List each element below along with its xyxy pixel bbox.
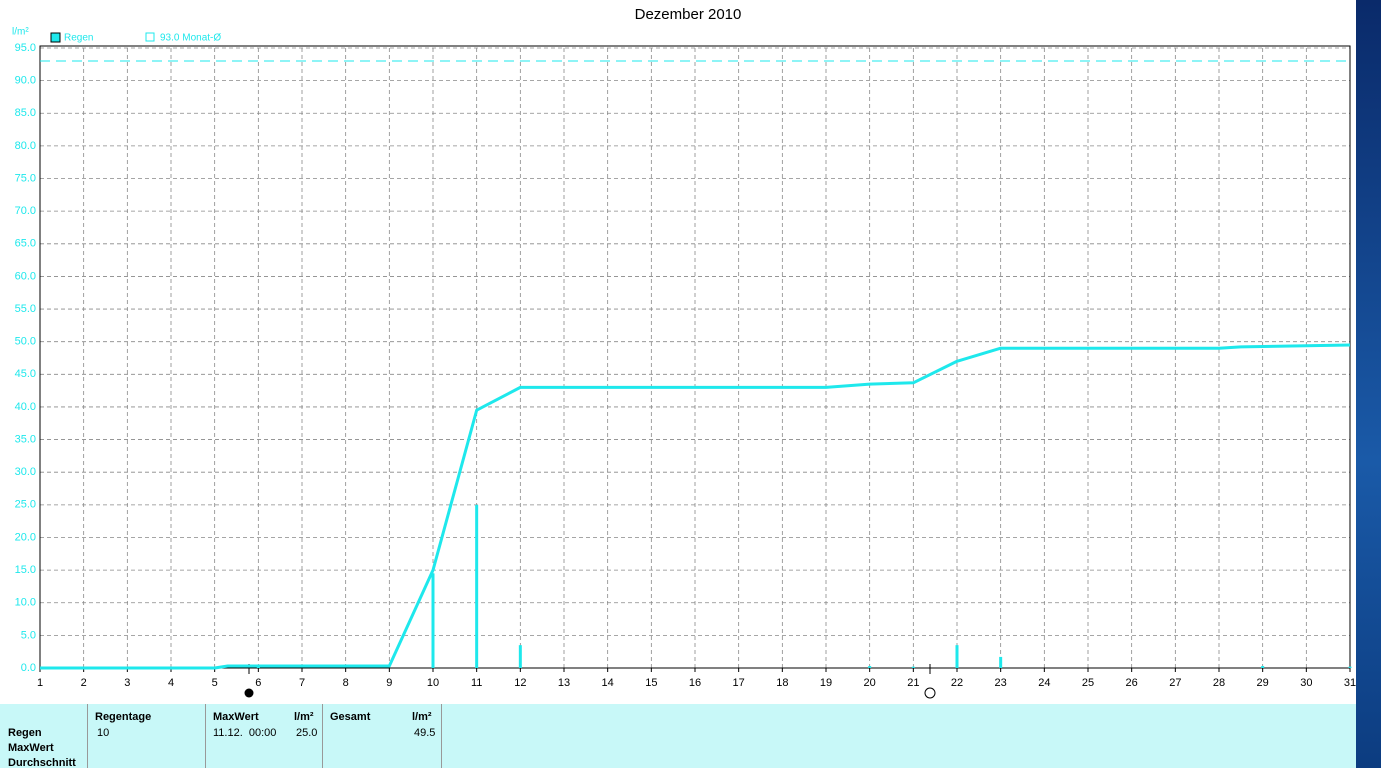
y-tick-label: 30.0 (15, 466, 36, 478)
header: l/m² (412, 711, 432, 723)
x-tick-label: 22 (951, 677, 963, 689)
y-tick-label: 20.0 (15, 531, 36, 543)
cell: 49.5 (414, 727, 436, 739)
y-tick-label: 40.0 (15, 401, 36, 413)
x-tick-label: 28 (1213, 677, 1225, 689)
bar (955, 645, 959, 668)
bar (999, 656, 1003, 668)
x-tick-label: 25 (1082, 677, 1094, 689)
x-tick-label: 2 (81, 677, 87, 689)
y-tick-label: 50.0 (15, 336, 36, 348)
x-tick-label: 27 (1169, 677, 1181, 689)
bar (1261, 666, 1265, 668)
y-tick-label: 55.0 (15, 303, 36, 315)
plot-frame (39, 45, 1351, 669)
y-tick-label: 60.0 (15, 270, 36, 282)
legend-label: 93.0 Monat-Ø (160, 33, 221, 44)
summary-table: Regen MaxWert Durchschnitt Regentage Max… (0, 704, 1356, 769)
row-label: Regen (8, 727, 42, 739)
header: l/m² (294, 711, 314, 723)
header: Gesamt (330, 711, 371, 723)
y-tick-label: 65.0 (15, 238, 36, 250)
row-label: Durchschnitt (8, 757, 76, 769)
x-tick-label: 29 (1257, 677, 1269, 689)
separator (205, 704, 206, 768)
x-tick-label: 9 (386, 677, 392, 689)
new-moon-icon (244, 688, 254, 698)
x-tick-label: 8 (343, 677, 349, 689)
y-tick-label: 5.0 (21, 629, 36, 641)
y-tick-label: 80.0 (15, 140, 36, 152)
x-tick-label: 31 (1344, 677, 1356, 689)
y-tick-label: 10.0 (15, 597, 36, 609)
header: MaxWert (213, 711, 259, 723)
x-tick-label: 18 (776, 677, 788, 689)
separator (87, 704, 88, 768)
y-tick-label: 0.0 (21, 662, 36, 674)
x-tick-label: 12 (514, 677, 526, 689)
header: Regentage (95, 711, 152, 723)
cell: 25.0 (296, 727, 318, 739)
legend-swatch (145, 32, 155, 42)
bar (475, 504, 479, 668)
x-tick-label: 5 (212, 677, 218, 689)
separator (441, 704, 442, 768)
x-tick-label: 23 (995, 677, 1007, 689)
x-tick-label: 19 (820, 677, 832, 689)
line (40, 343, 1351, 670)
x-tick-label: 3 (124, 677, 130, 689)
window-edge (1356, 0, 1381, 768)
x-tick-label: 10 (427, 677, 439, 689)
bar (1348, 666, 1352, 668)
x-tick-label: 1 (37, 677, 43, 689)
separator (322, 704, 323, 768)
x-tick-label: 15 (645, 677, 657, 689)
y-tick-label: 45.0 (15, 368, 36, 380)
y-tick-label: 90.0 (15, 75, 36, 87)
legend-swatch (50, 32, 61, 43)
chart-title: Dezember 2010 (635, 6, 742, 23)
y-tick-label: 70.0 (15, 205, 36, 217)
y-axis-label: l/m² (12, 27, 29, 38)
cell: 11.12. 00:00 (213, 727, 277, 739)
bar (911, 666, 915, 668)
x-tick-label: 7 (299, 677, 305, 689)
bar (518, 645, 522, 668)
x-tick-label: 16 (689, 677, 701, 689)
legend-label: Regen (64, 33, 93, 44)
x-tick-label: 11 (471, 677, 482, 689)
bar (868, 666, 872, 668)
full-moon-icon (924, 687, 936, 699)
x-tick-label: 30 (1300, 677, 1312, 689)
x-tick-label: 21 (907, 677, 919, 689)
y-tick-label: 15.0 (15, 564, 36, 576)
x-tick-label: 20 (864, 677, 876, 689)
chart: Dezember 2010 l/m² Regen 93.0 Monat-Ø 0.… (12, 6, 1356, 699)
x-tick-label: 4 (168, 677, 174, 689)
y-tick-label: 95.0 (15, 42, 36, 54)
x-tick-label: 26 (1126, 677, 1138, 689)
x-tick-label: 14 (602, 677, 614, 689)
bar (431, 573, 435, 668)
row-label: MaxWert (8, 742, 54, 754)
x-tick-label: 24 (1038, 677, 1050, 689)
x-tick-label: 6 (255, 677, 261, 689)
y-tick-label: 85.0 (15, 107, 36, 119)
x-tick-label: 13 (558, 677, 570, 689)
cell: 10 (97, 727, 110, 739)
x-tick-label: 17 (733, 677, 745, 689)
y-tick-label: 25.0 (15, 499, 36, 511)
y-tick-label: 35.0 (15, 433, 36, 445)
y-tick-label: 75.0 (15, 172, 36, 184)
